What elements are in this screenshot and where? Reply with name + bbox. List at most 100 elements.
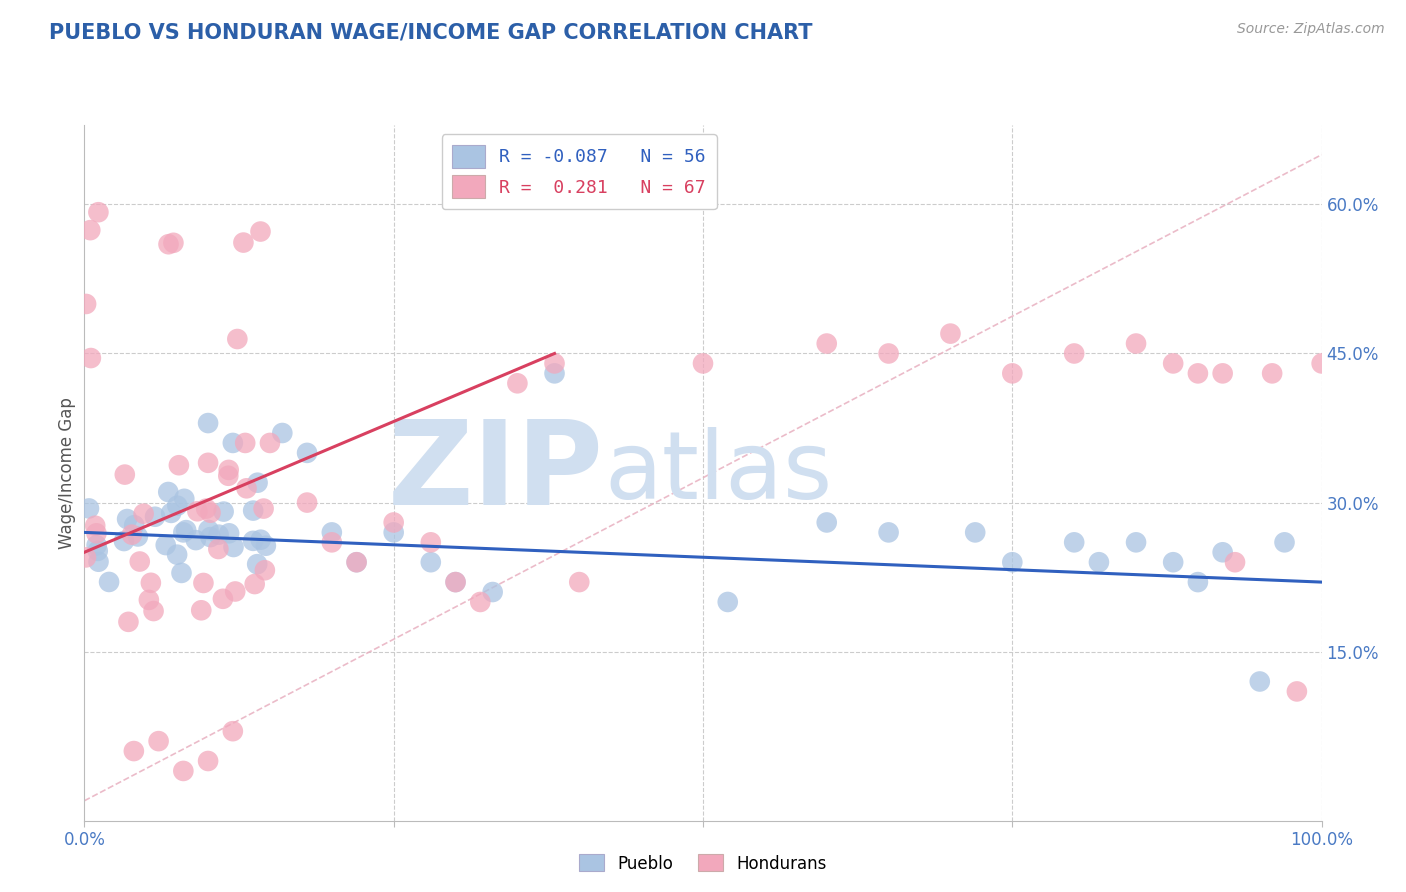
Point [200, 530, 222, 544]
Point [75, 297, 97, 311]
Point [1063, 535, 1085, 549]
Point [1125, 535, 1147, 549]
Point [1187, 575, 1209, 590]
Point [114, 467, 136, 482]
Point [173, 491, 195, 506]
Point [235, 481, 257, 495]
Point [1088, 555, 1111, 569]
Point [246, 557, 269, 571]
Point [222, 724, 245, 739]
Point [321, 535, 343, 549]
Point [117, 615, 139, 629]
Point [1249, 674, 1271, 689]
Legend: R = -0.087   N = 56, R =  0.281   N = 67: R = -0.087 N = 56, R = 0.281 N = 67 [441, 134, 717, 210]
Point [1187, 367, 1209, 381]
Point [112, 534, 135, 549]
Point [80, 351, 103, 365]
Point [197, 456, 219, 470]
Point [186, 504, 208, 518]
Point [1001, 555, 1024, 569]
Point [382, 525, 405, 540]
Point [543, 367, 565, 381]
Point [197, 523, 219, 537]
Text: Source: ZipAtlas.com: Source: ZipAtlas.com [1237, 22, 1385, 37]
Point [166, 499, 188, 513]
Point [692, 356, 714, 370]
Point [143, 509, 166, 524]
Point [253, 563, 276, 577]
Point [543, 356, 565, 370]
Point [242, 503, 264, 517]
Point [142, 604, 165, 618]
Point [79, 223, 101, 237]
Point [233, 436, 256, 450]
Point [1310, 356, 1333, 370]
Point [226, 332, 249, 346]
Point [127, 529, 149, 543]
Point [122, 518, 145, 533]
Point [249, 533, 271, 547]
Point [218, 463, 240, 477]
Point [122, 744, 145, 758]
Point [162, 235, 184, 250]
Point [86, 538, 108, 552]
Point [232, 235, 254, 250]
Point [224, 584, 246, 599]
Point [815, 516, 838, 530]
Point [1212, 367, 1234, 381]
Point [115, 512, 138, 526]
Point [222, 436, 245, 450]
Point [877, 525, 900, 540]
Point [157, 237, 180, 252]
Point [1223, 555, 1246, 569]
Point [815, 336, 838, 351]
Point [252, 501, 274, 516]
Point [242, 533, 264, 548]
Point [1125, 336, 1147, 351]
Point [207, 527, 229, 541]
Point [212, 591, 235, 606]
Point [75, 550, 97, 565]
Point [346, 555, 368, 569]
Point [271, 425, 294, 440]
Point [249, 225, 271, 239]
Point [419, 555, 441, 569]
Point [200, 506, 222, 520]
Point [259, 436, 281, 450]
Point [218, 526, 240, 541]
Point [167, 458, 190, 473]
Point [212, 505, 235, 519]
Point [470, 595, 492, 609]
Point [568, 575, 591, 590]
Point [877, 346, 900, 360]
Point [243, 577, 266, 591]
Point [197, 754, 219, 768]
Text: atlas: atlas [605, 426, 832, 519]
Point [717, 595, 740, 609]
Point [419, 535, 441, 549]
Point [121, 527, 143, 541]
Point [139, 575, 162, 590]
Point [444, 575, 467, 590]
Point [132, 507, 155, 521]
Point [197, 416, 219, 430]
Point [444, 575, 467, 590]
Point [172, 525, 194, 540]
Point [246, 475, 269, 490]
Point [195, 501, 218, 516]
Point [965, 525, 987, 540]
Point [346, 555, 368, 569]
Point [1212, 545, 1234, 559]
Point [128, 555, 150, 569]
Point [87, 555, 110, 569]
Point [207, 541, 229, 556]
Point [170, 566, 193, 580]
Point [506, 376, 529, 391]
Point [166, 548, 188, 562]
Point [321, 525, 343, 540]
Point [481, 585, 503, 599]
Point [172, 764, 194, 778]
Point [222, 540, 245, 554]
Point [217, 468, 239, 483]
Point [382, 516, 405, 530]
